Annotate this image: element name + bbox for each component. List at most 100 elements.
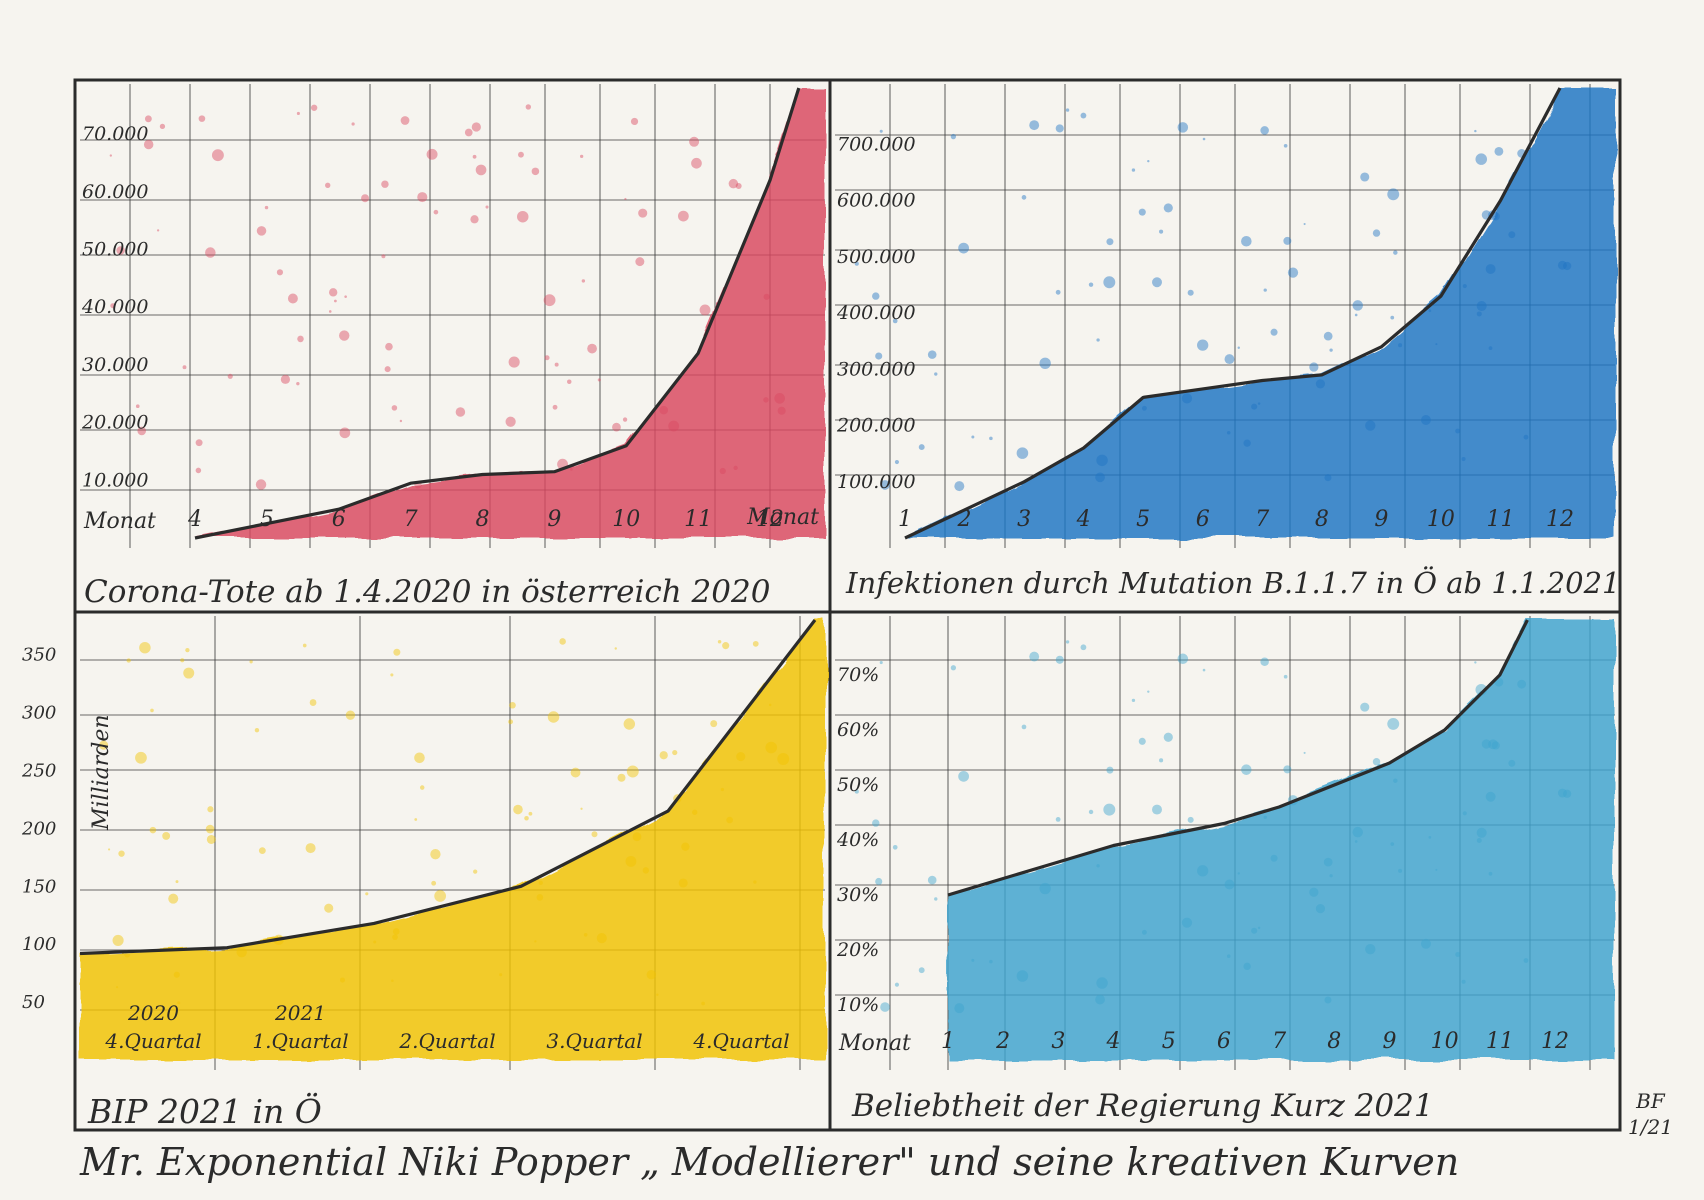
y-tick-label: 30% bbox=[837, 884, 879, 906]
paint-splatter bbox=[513, 804, 523, 815]
paint-splatter bbox=[1461, 457, 1466, 462]
x-tick-label: 8 bbox=[1315, 507, 1329, 532]
x-tick-label-quarter: 3.Quartal bbox=[546, 1029, 642, 1053]
y-tick-label: 300.000 bbox=[837, 358, 916, 380]
paint-splatter bbox=[1103, 276, 1116, 289]
paint-splatter bbox=[1283, 236, 1292, 245]
paint-splatter bbox=[668, 420, 680, 432]
paint-splatter bbox=[763, 397, 769, 403]
paint-splatter bbox=[1187, 289, 1194, 296]
paint-splatter bbox=[559, 638, 566, 645]
paint-splatter bbox=[1106, 766, 1114, 774]
paint-splatter bbox=[256, 226, 267, 236]
paint-splatter bbox=[632, 832, 642, 842]
paint-splatter bbox=[1257, 402, 1261, 405]
paint-splatter bbox=[1476, 837, 1482, 843]
paint-splatter bbox=[365, 892, 369, 896]
y-axis-label: Milliarden bbox=[89, 714, 114, 831]
paint-splatter bbox=[159, 123, 166, 130]
paint-splatter bbox=[1491, 212, 1500, 221]
paint-splatter bbox=[139, 641, 151, 654]
paint-splatter bbox=[1420, 415, 1431, 426]
paint-splatter bbox=[345, 710, 356, 720]
paint-splatter bbox=[1163, 732, 1173, 742]
paint-splatter bbox=[1181, 393, 1193, 404]
paint-splatter bbox=[1283, 765, 1292, 774]
paint-splatter bbox=[1152, 277, 1162, 288]
paint-splatter bbox=[1263, 815, 1267, 819]
paint-splatter bbox=[752, 640, 759, 647]
artist-signature: BF 1/21 bbox=[1628, 1088, 1673, 1140]
paint-splatter bbox=[150, 708, 154, 713]
paint-splatter bbox=[534, 940, 537, 943]
paint-splatter bbox=[536, 894, 544, 901]
paint-splatter bbox=[135, 404, 140, 409]
paint-splatter bbox=[927, 350, 937, 359]
paint-splatter bbox=[1390, 842, 1395, 846]
paint-splatter bbox=[470, 215, 479, 224]
paint-splatter bbox=[1303, 223, 1306, 226]
paint-splatter bbox=[642, 867, 650, 874]
paint-splatter bbox=[1517, 679, 1527, 689]
mutation-infections-chart: 100.000 200.000 300.000 400.000 500.000 600.0… bbox=[835, 84, 1615, 548]
paint-splatter bbox=[934, 372, 938, 376]
paint-splatter bbox=[505, 416, 516, 427]
paint-splatter bbox=[339, 330, 350, 341]
paint-splatter bbox=[879, 129, 883, 133]
paint-splatter bbox=[880, 480, 890, 490]
paint-splatter bbox=[954, 481, 965, 492]
paint-splatter bbox=[1420, 938, 1431, 949]
paint-splatter bbox=[475, 164, 487, 176]
paint-splatter bbox=[1039, 882, 1051, 895]
paint-splatter bbox=[1491, 741, 1500, 750]
paint-splatter bbox=[570, 767, 581, 778]
paint-splatter bbox=[879, 661, 883, 665]
paint-splatter bbox=[1055, 655, 1064, 664]
x-tick-label-quarter: 2.Quartal bbox=[398, 1029, 495, 1053]
y-tick-label: 50% bbox=[837, 774, 879, 796]
paint-splatter bbox=[472, 154, 477, 159]
paint-splatter bbox=[1365, 944, 1376, 955]
paint-splatter bbox=[1065, 640, 1070, 644]
y-tick-label: 10% bbox=[837, 994, 879, 1016]
paint-splatter bbox=[464, 128, 473, 137]
paint-splatter bbox=[597, 378, 601, 382]
approval-chart-title: Beliebtheit der Regierung Kurz 2021 bbox=[852, 1088, 1434, 1124]
paint-splatter bbox=[1488, 871, 1493, 876]
x-tick-label: 7 bbox=[1272, 1029, 1286, 1054]
paint-splatter bbox=[1224, 879, 1235, 890]
paint-splatter bbox=[596, 933, 607, 944]
paint-splatter bbox=[1257, 926, 1261, 930]
paint-splatter bbox=[1260, 657, 1269, 667]
paint-splatter bbox=[569, 468, 573, 471]
paint-splatter bbox=[1224, 354, 1235, 365]
paint-splatter bbox=[989, 959, 993, 964]
area-fill bbox=[905, 88, 1615, 538]
paint-splatter bbox=[892, 844, 898, 850]
paint-splatter bbox=[1088, 282, 1094, 287]
paint-splatter bbox=[414, 818, 418, 821]
paint-splatter bbox=[728, 178, 739, 189]
paint-splatter bbox=[118, 850, 125, 857]
area-fill bbox=[195, 88, 825, 538]
paint-splatter bbox=[1260, 126, 1269, 135]
paint-splatter bbox=[1096, 338, 1100, 342]
paint-splatter bbox=[971, 435, 975, 439]
paint-splatter bbox=[547, 711, 560, 723]
paint-splatter bbox=[1508, 759, 1516, 767]
paint-splatter bbox=[1096, 977, 1108, 989]
paint-splatter bbox=[175, 880, 179, 884]
y-tick-label: 100.000 bbox=[837, 471, 916, 493]
x-tick-label: 4 bbox=[187, 507, 202, 532]
paint-splatter bbox=[419, 785, 425, 790]
paint-splatter bbox=[1562, 261, 1572, 271]
y-tick-label: 70% bbox=[837, 664, 879, 686]
paint-splatter bbox=[207, 806, 214, 813]
paint-splatter bbox=[854, 261, 859, 266]
y-tick-label: 350 bbox=[22, 645, 56, 666]
y-tick-label: 70.000 bbox=[82, 123, 148, 145]
paint-splatter bbox=[635, 257, 645, 267]
paint-splatter bbox=[681, 842, 690, 851]
series-line bbox=[947, 619, 1529, 897]
paint-splatter bbox=[1226, 954, 1231, 958]
